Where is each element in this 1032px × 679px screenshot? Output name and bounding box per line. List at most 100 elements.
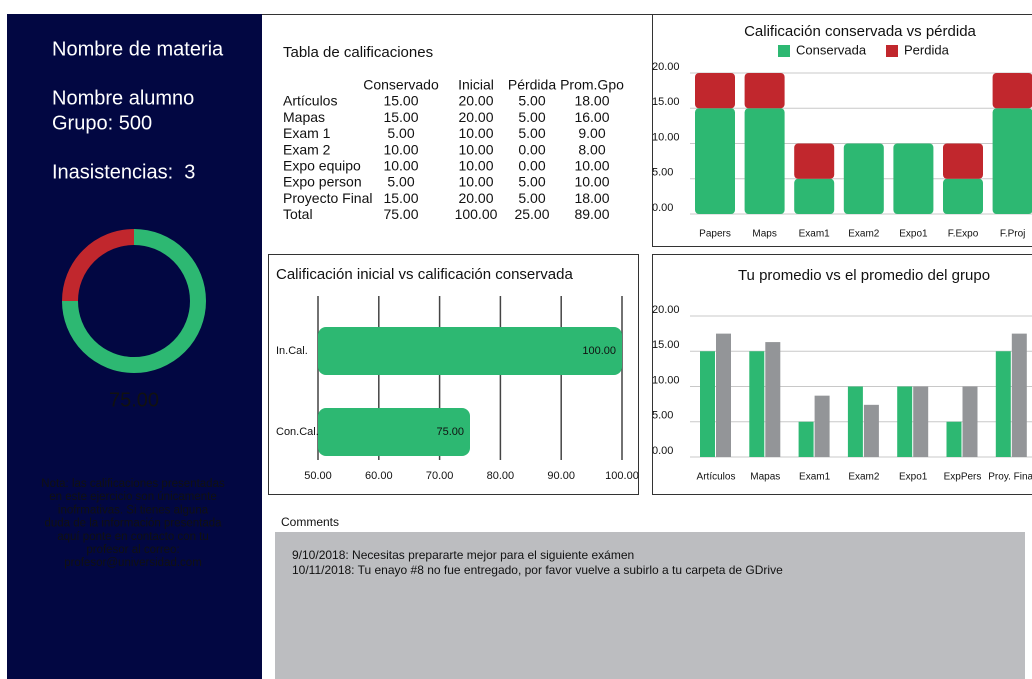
bar [946, 421, 962, 457]
x-tick-label: Papers [699, 229, 731, 240]
cell: 5.00 [387, 125, 414, 141]
chart-title: Tu promedio vs el promedio del grupo [738, 267, 990, 284]
row-label: Exam 1 [283, 125, 331, 141]
table-title: Tabla de calificaciones [283, 44, 433, 61]
x-tick-label: Artículos [697, 472, 736, 483]
y-tick-label: 15.00 [652, 96, 680, 108]
cell: 10.00 [458, 125, 493, 141]
donut-segment [62, 229, 206, 373]
bar [995, 351, 1011, 457]
row-label: Expo person [283, 174, 362, 190]
student: Nombre alumno [52, 87, 194, 109]
cell: 20.00 [458, 190, 493, 206]
x-tick-label: Exam2 [848, 229, 880, 240]
y-tick-label: 0.00 [652, 202, 673, 214]
row-label: Mapas [283, 109, 325, 125]
bar [318, 327, 622, 375]
bar [863, 404, 879, 457]
row-label: Expo equipo [283, 158, 361, 174]
x-tick-label: Maps [752, 229, 776, 240]
cell: 9.00 [578, 125, 605, 141]
chart-title: Calificación inicial vs calificación con… [276, 266, 573, 283]
note-line: duda de la información presentada [44, 518, 222, 530]
bar-segment [744, 108, 785, 214]
donut-label: 75.00 [109, 389, 159, 411]
panel [268, 254, 639, 495]
cell: 5.00 [387, 174, 414, 190]
cell: 15.00 [383, 190, 418, 206]
y-tick-label: 5.00 [652, 410, 673, 422]
bar [716, 333, 731, 457]
x-tick-label: 80.00 [487, 470, 515, 482]
bar-segment [794, 143, 835, 179]
bar-segment [943, 178, 983, 214]
cell: 25.00 [514, 206, 549, 222]
note-line: inofrmativas. Si tienes alguna [58, 504, 209, 516]
legend-swatch [778, 45, 790, 57]
legend-label: Perdida [904, 42, 950, 57]
x-tick-label: Proy. Final [988, 472, 1032, 483]
cell: 10.00 [458, 158, 493, 174]
bar [798, 421, 814, 457]
x-tick-label: Exam1 [799, 472, 831, 483]
cell: 5.00 [518, 109, 545, 125]
cell: 15.00 [383, 109, 418, 125]
x-tick-label: Mapas [750, 472, 780, 483]
value-label: 100.00 [582, 345, 616, 357]
sidebar [7, 14, 262, 679]
bar [765, 342, 781, 457]
y-tick-label: Con.Cal. [276, 426, 319, 438]
cell: 20.00 [458, 109, 493, 125]
cell: 5.00 [518, 125, 545, 141]
cell: 0.00 [518, 158, 545, 174]
y-tick-label: 10.00 [652, 374, 680, 386]
x-tick-label: Exam1 [799, 229, 831, 240]
absences: Inasistencias: 3 [52, 161, 195, 183]
cell: 10.00 [458, 174, 493, 190]
bar [318, 408, 470, 456]
bar-segment [992, 73, 1032, 109]
sidebar-text: Nombre de materia Nombre alumno Grupo: 5… [52, 38, 224, 183]
y-tick-label: 20.00 [652, 61, 680, 73]
y-tick-label: 20.00 [652, 304, 680, 316]
chart-title: Calificación conservada vs pérdida [744, 23, 976, 40]
bar [847, 386, 863, 457]
note-line: Nota: las calificaciones presentadas [41, 478, 225, 490]
cell: 16.00 [574, 109, 609, 125]
note-line: en este ejercicio son únicamente [49, 491, 217, 503]
x-tick-label: 90.00 [547, 470, 575, 482]
y-tick-label: 0.00 [652, 445, 673, 457]
y-tick-label: 10.00 [652, 131, 680, 143]
cell: 5.00 [518, 93, 545, 109]
bar-segment [943, 143, 983, 179]
bar [1011, 333, 1027, 457]
value-label: 75.00 [436, 426, 464, 438]
cell: 15.00 [383, 93, 418, 109]
bar-segment [695, 108, 735, 214]
y-tick-label: 5.00 [652, 167, 673, 179]
cell: 10.00 [383, 141, 418, 157]
bar [897, 386, 913, 457]
cell: 75.00 [383, 206, 418, 222]
bar [913, 386, 929, 457]
note-line: profesor al correo: [86, 544, 179, 556]
note-line: profesor@universidad.com [64, 557, 202, 569]
comment-line: 9/10/2018: Necesitas prepararte mejor pa… [292, 548, 634, 562]
cell: 18.00 [574, 190, 609, 206]
x-tick-label: 60.00 [365, 470, 393, 482]
column-header: Prom.Gpo [560, 77, 624, 93]
x-tick-label: 100.00 [605, 470, 639, 482]
column-header: Conservado [363, 77, 439, 93]
legend-swatch [886, 45, 898, 57]
cell: 18.00 [574, 93, 609, 109]
bar [749, 351, 765, 457]
x-tick-label: 50.00 [304, 470, 332, 482]
cell: 100.00 [455, 206, 498, 222]
bar-segment [843, 143, 884, 214]
x-tick-label: Exam2 [848, 472, 880, 483]
x-tick-label: Expo1 [899, 472, 928, 483]
donut-segment [62, 229, 135, 302]
legend-label: Conservada [796, 42, 867, 57]
bar-segment [695, 73, 735, 109]
